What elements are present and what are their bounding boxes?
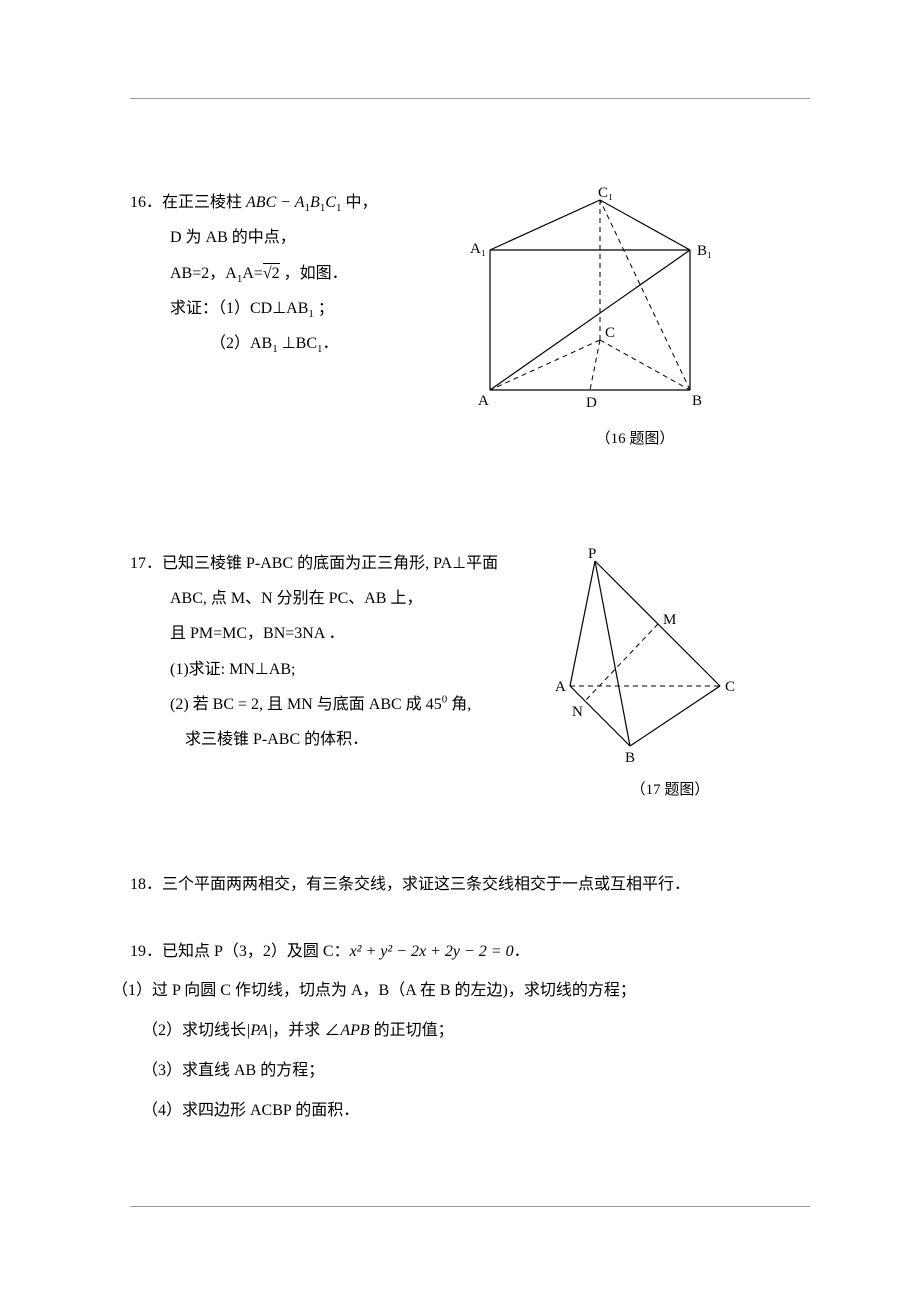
top-rule <box>130 98 810 99</box>
p16-sqrt: √2 <box>263 263 280 282</box>
p19-math: x² + y² − 2x + 2y − 2 = 0 <box>350 943 514 960</box>
p17-num: 17． <box>130 555 162 572</box>
p16-l4a: 求证：（1）CD⊥AB <box>170 300 308 317</box>
p17-line5: (2) 若 BC = 2, 且 MN 与底面 ABC 成 450 角, <box>130 687 510 722</box>
problem-17-text: 17．已知三棱锥 P-ABC 的底面为正三角形, PA⊥平面 ABC, 点 M、… <box>130 546 510 807</box>
label-b17: B <box>625 750 635 766</box>
fig16-caption: （16 题图） <box>460 423 810 456</box>
p16-num: 16． <box>130 194 162 211</box>
label-a1: A₁ <box>470 241 486 257</box>
p19-ha: 19．已知点 P（3，2）及圆 C： <box>130 943 350 960</box>
problem-17: 17．已知三棱锥 P-ABC 的底面为正三角形, PA⊥平面 ABC, 点 M、… <box>130 546 810 807</box>
p16-line3: AB=2，A1A=√2 ，如图． <box>130 256 430 291</box>
p16-l5c: ． <box>323 335 339 352</box>
label-m: M <box>663 612 676 628</box>
label-c17: C <box>725 679 735 695</box>
p16-l5a: （2）AB <box>210 335 272 352</box>
p17-line2: ABC, 点 M、N 分别在 PC、AB 上， <box>130 581 510 616</box>
label-p: P <box>588 546 596 562</box>
p16-l1e: 中， <box>341 194 377 211</box>
figure-16: C₁ A₁ B₁ C A B D （16 题图） <box>460 185 810 456</box>
p19-sub4: （4）求四边形 ACBP 的面积． <box>130 1091 810 1131</box>
p19-s2c: 的正切值； <box>370 1022 454 1039</box>
p17-l1: 已知三棱锥 P-ABC 的底面为正三角形, PA⊥平面 <box>162 555 498 572</box>
figure-17: P A C B M N （17 题图） <box>530 546 810 807</box>
p16-l4b: ； <box>314 300 334 317</box>
p17-line3: 且 PM=MC，BN=3NA ． <box>130 616 510 651</box>
problem-19: 19．已知点 P（3，2）及圆 C：x² + y² − 2x + 2y − 2 … <box>130 934 810 971</box>
p19-apb: APB <box>340 1022 369 1039</box>
p16-l3b: A= <box>242 265 263 282</box>
p16-l1c: B <box>310 194 320 211</box>
p19-s2a: （2）求切线长 <box>142 1022 246 1039</box>
fig17-caption: （17 题图） <box>530 774 810 807</box>
p17-line6: 求三棱锥 P-ABC 的体积． <box>130 722 510 757</box>
problem-16: 16．在正三棱柱 ABC − A1B1C1 中， D 为 AB 的中点， AB=… <box>130 185 810 456</box>
p17-line4: (1)求证: MN⊥AB; <box>130 652 510 687</box>
p16-l5b: ⊥BC <box>278 335 317 352</box>
p16-line1: 16．在正三棱柱 ABC − A1B1C1 中， <box>130 185 430 220</box>
label-c: C <box>605 325 615 341</box>
p16-l1d: C <box>325 194 336 211</box>
p17-l5b: 角, <box>447 696 471 713</box>
p16-line5: （2）AB1 ⊥BC1． <box>130 326 430 361</box>
p16-l1a: 在正三棱柱 <box>162 194 246 211</box>
label-c1: C₁ <box>598 185 613 201</box>
label-b: B <box>692 393 702 409</box>
label-b1: B₁ <box>697 243 712 259</box>
label-a: A <box>478 393 489 409</box>
p17-l5a: (2) 若 BC = 2, 且 MN 与底面 ABC 成 45 <box>170 696 442 713</box>
p19-hb: ． <box>514 943 530 960</box>
label-d: D <box>586 395 597 411</box>
p19-sub2: （2）求切线长|PA|，并求 ∠APB 的正切值； <box>130 1011 810 1051</box>
bottom-rule <box>130 1206 810 1207</box>
prism-diagram: C₁ A₁ B₁ C A B D <box>460 185 720 415</box>
p16-line4: 求证：（1）CD⊥AB1 ； <box>130 291 430 326</box>
p19-sub1: （1）过 P 向圆 C 作切线，切点为 A，B（A 在 B 的左边)，求切线的方… <box>100 971 810 1011</box>
problem-16-text: 16．在正三棱柱 ABC − A1B1C1 中， D 为 AB 的中点， AB=… <box>130 185 430 456</box>
p16-l3a: AB=2，A <box>170 265 237 282</box>
p19-sub3: （3）求直线 AB 的方程； <box>130 1051 810 1091</box>
page-content: 16．在正三棱柱 ABC − A1B1C1 中， D 为 AB 的中点， AB=… <box>130 185 810 1131</box>
tetrahedron-diagram: P A C B M N <box>530 546 750 766</box>
label-n: N <box>572 704 583 720</box>
label-a17: A <box>555 679 566 695</box>
problem-18: 18．三个平面两两相交，有三条交线，求证这三条交线相交于一点或互相平行． <box>130 867 810 904</box>
p17-line1: 17．已知三棱锥 P-ABC 的底面为正三角形, PA⊥平面 <box>130 546 510 581</box>
p19-pa: |PA| <box>246 1022 272 1039</box>
p16-l3c: ，如图． <box>280 265 348 282</box>
p16-l1b: ABC − A <box>246 194 305 211</box>
p19-s2b: ，并求 ∠ <box>272 1022 340 1039</box>
p16-line2: D 为 AB 的中点， <box>130 220 430 255</box>
